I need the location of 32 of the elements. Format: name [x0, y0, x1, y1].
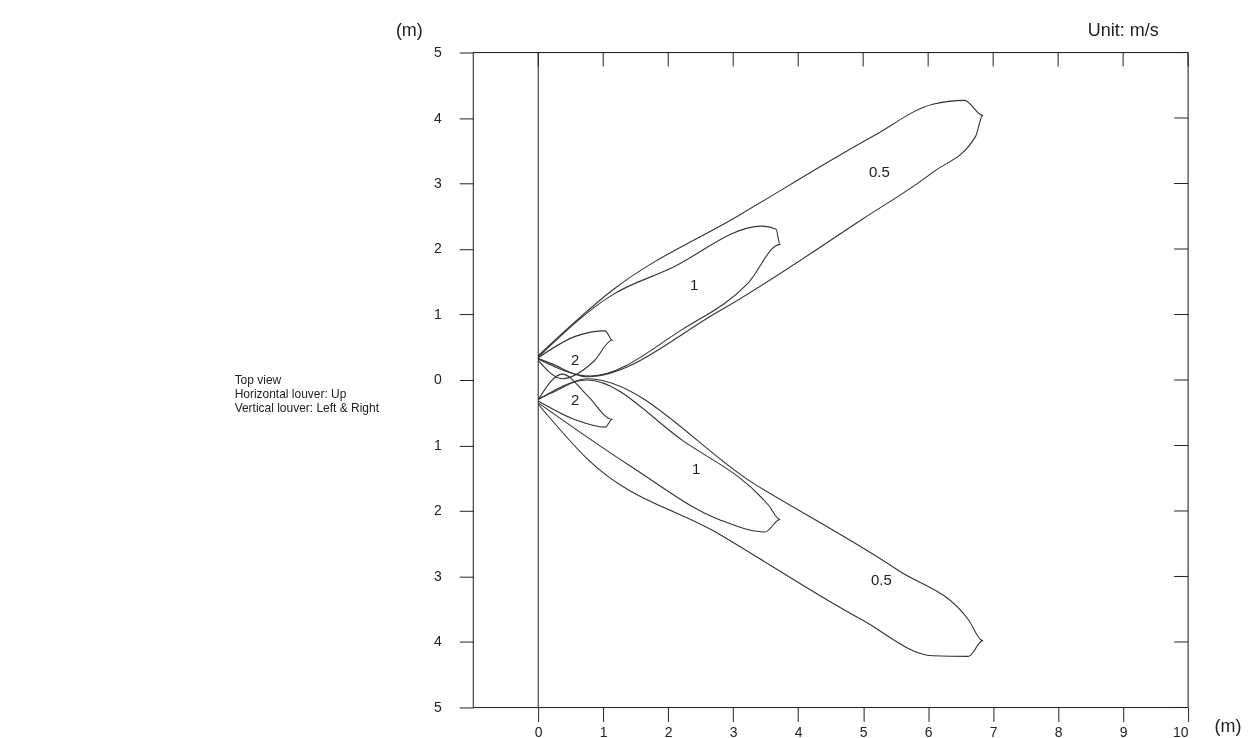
y-tick-label: 3 — [434, 175, 443, 191]
text: Top view Horizontal louver: Up Vertical louver: Left & Right — [234, 372, 380, 415]
x-tick-label: 10 — [1173, 723, 1189, 738]
x-tick-label: 6 — [924, 723, 933, 738]
x-tick-label: 2 — [664, 723, 673, 738]
series-label: 0.5 — [870, 571, 892, 589]
y-tick-label: 0 — [434, 371, 443, 388]
text: Unit: m/s — [1087, 19, 1159, 40]
y-tick-label: 1 — [434, 436, 443, 453]
y-tick-label: 4 — [434, 109, 443, 126]
y-tick-label: 2 — [434, 240, 443, 257]
series-label: 1 — [691, 460, 701, 478]
series-label: 2 — [571, 390, 580, 408]
x-axis-title: (m) — [1214, 716, 1242, 737]
x-tick-label: 7 — [989, 723, 998, 738]
series-label: 2 — [571, 351, 580, 369]
series-label: 1 — [690, 275, 699, 293]
x-tick-label: 9 — [1119, 723, 1128, 738]
y-tick-label: 2 — [434, 502, 443, 519]
x-tick-label: 0 — [534, 723, 543, 738]
x-tick-label: 4 — [794, 723, 803, 738]
y-tick-label: 1 — [434, 305, 443, 322]
y-axis-title: (m) — [395, 19, 423, 40]
y-tick-label: 4 — [434, 633, 443, 650]
series-label: 0.5 — [869, 163, 890, 181]
x-tick-label: 8 — [1054, 723, 1063, 738]
x-tick-label: 5 — [859, 723, 868, 738]
y-tick-label: 5 — [434, 698, 443, 715]
x-tick-label: 3 — [729, 723, 738, 738]
y-tick-label: 5 — [434, 44, 443, 61]
x-tick-label: 1 — [599, 723, 608, 738]
y-tick-label: 3 — [434, 567, 443, 584]
